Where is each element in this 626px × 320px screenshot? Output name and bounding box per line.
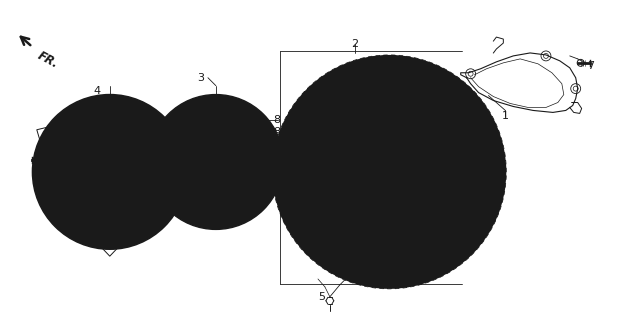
Text: 6: 6: [37, 167, 44, 177]
Text: 2: 2: [351, 39, 358, 49]
Circle shape: [272, 55, 506, 289]
Text: 5: 5: [319, 292, 326, 302]
Text: 8: 8: [274, 127, 281, 137]
Bar: [384, 244, 391, 254]
Text: 3: 3: [197, 73, 205, 83]
Bar: [443, 133, 455, 143]
Text: 8: 8: [274, 115, 281, 125]
Bar: [379, 96, 384, 106]
Text: 8: 8: [274, 139, 281, 149]
Text: 1: 1: [502, 111, 509, 121]
Circle shape: [148, 95, 283, 229]
Bar: [306, 186, 317, 193]
Text: 7: 7: [587, 61, 594, 71]
Text: FR.: FR.: [36, 49, 61, 71]
Circle shape: [33, 95, 187, 249]
Text: 4: 4: [93, 86, 100, 96]
